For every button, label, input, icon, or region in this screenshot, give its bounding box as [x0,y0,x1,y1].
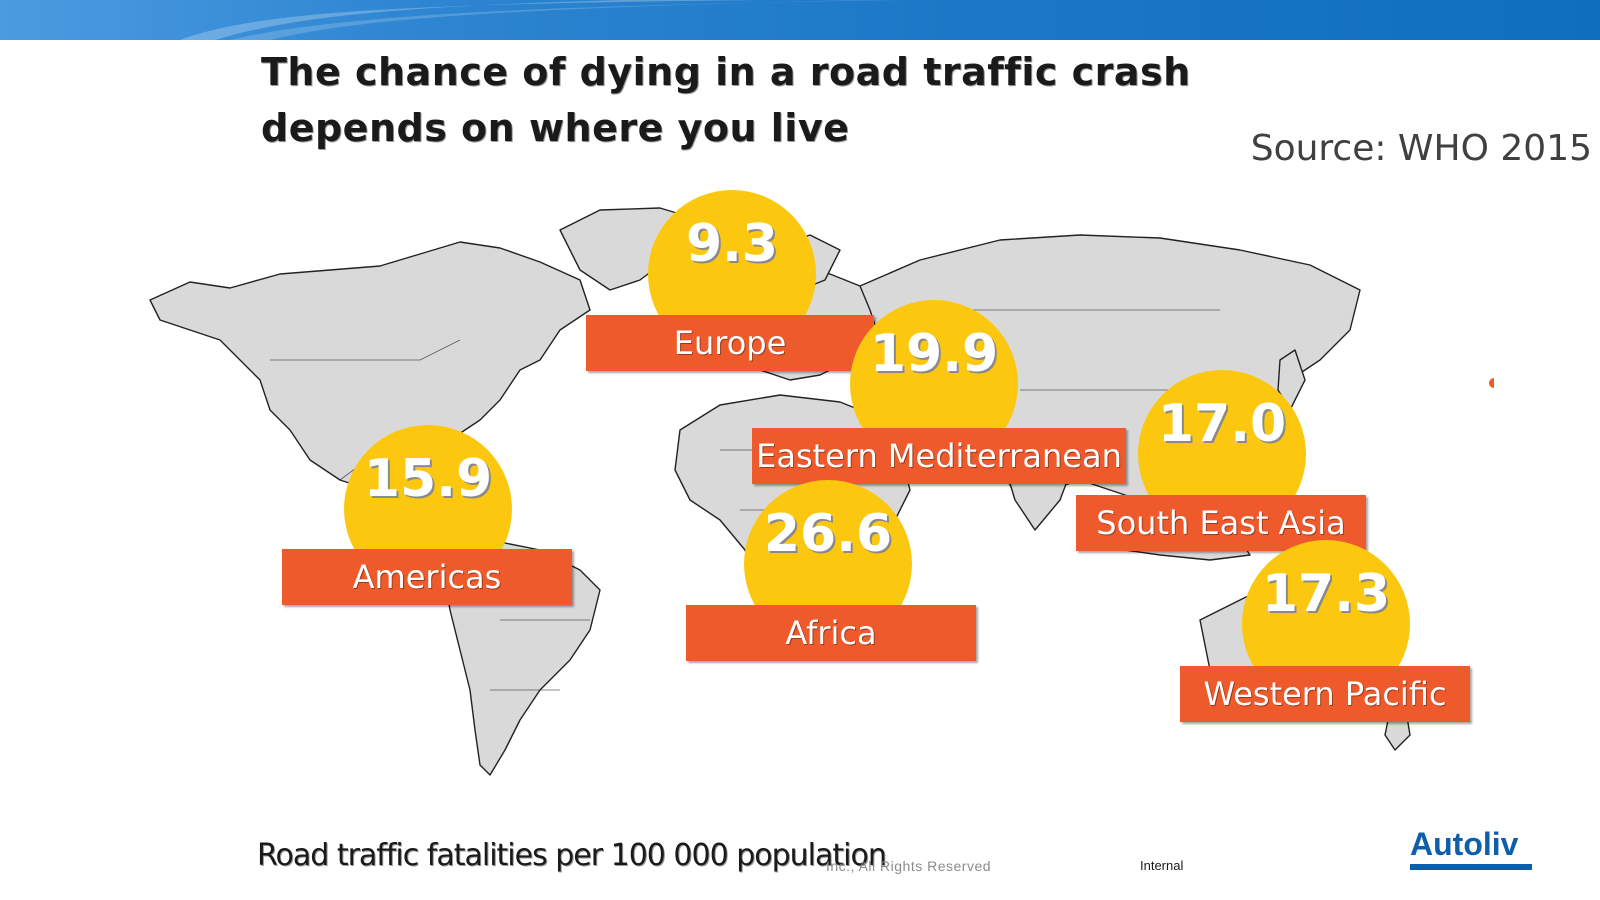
region-label: Africa [785,614,877,652]
region-value: 17.0 [1157,394,1287,454]
region-value: 9.3 [685,214,779,274]
region-label: South East Asia [1096,504,1346,542]
region-label-box: Europe [586,315,874,371]
region-label-box: Africa [686,605,976,661]
region-label: Eastern Mediterranean [756,437,1122,475]
region-value: 26.6 [763,504,893,564]
region-value: 17.3 [1261,564,1391,624]
japan-landmass [1277,349,1306,411]
header-banner [0,0,1600,40]
region-label-box: Americas [282,549,572,605]
banner-swoosh [180,0,900,40]
region-label: Europe [673,324,787,362]
north-america-landmass [149,241,591,491]
autoliv-logo: Autoliv [1410,826,1519,862]
source-note: Source: WHO 2015 [1250,128,1592,169]
region-value: 19.9 [869,324,999,384]
region-label: Americas [352,558,502,596]
title-line-2: depends on where you live [261,106,850,150]
classification-label: Internal [1140,858,1184,873]
stray-marker-dot [1489,378,1494,388]
logo-underline [1410,864,1532,870]
region-label-box: Western Pacific [1180,666,1470,722]
title-line-1: The chance of dying in a road traffic cr… [261,50,1191,94]
map-caption: Road traffic fatalities per 100 000 popu… [257,838,887,873]
region-label: Western Pacific [1203,675,1447,713]
region-value: 15.9 [363,449,493,509]
region-label-box: Eastern Mediterranean [752,428,1126,484]
page-title: The chance of dying in a road traffic cr… [261,44,1221,156]
copyright-notice: Inc., All Rights Reserved [826,858,992,874]
